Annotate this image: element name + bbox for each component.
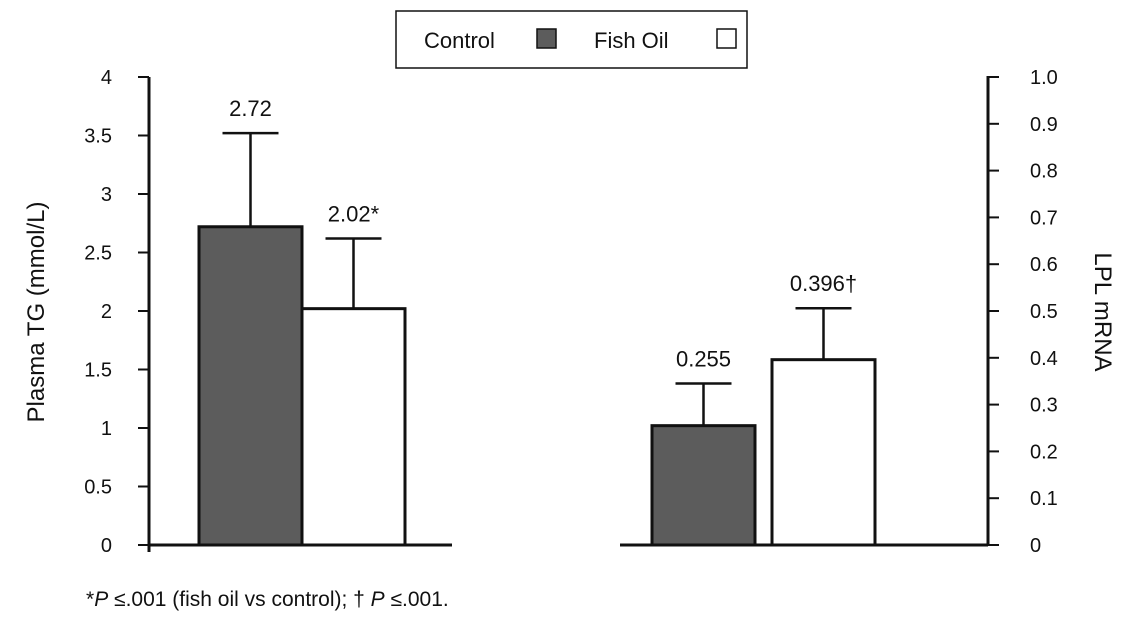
footnote-text1: ≤.001 (fish oil vs control); † xyxy=(108,588,371,611)
right-tick-label: 0.6 xyxy=(1030,254,1058,276)
left-axis-title: Plasma TG (mmol/L) xyxy=(23,202,50,423)
right-tick-label: 0.3 xyxy=(1030,395,1058,417)
footnote-star: * xyxy=(86,588,95,611)
left-tick-label: 1.5 xyxy=(84,360,112,382)
legend: Control Fish Oil xyxy=(395,10,748,69)
bar-tg-fish-oil xyxy=(300,307,407,547)
value-label-tg-fish-oil: 2.02* xyxy=(328,201,380,226)
value-label-lpl-control: 0.255 xyxy=(676,347,731,372)
value-label-lpl-fish-oil: 0.396† xyxy=(790,271,857,296)
footnote: *P ≤.001 (fish oil vs control); † P ≤.00… xyxy=(86,588,449,612)
legend-swatch-fish-oil xyxy=(716,28,737,49)
left-tick-label: 2.5 xyxy=(84,243,112,265)
legend-box xyxy=(395,10,748,69)
chart: Control Fish Oil Plasma TG (mmol/L) LPL … xyxy=(23,10,1116,557)
bar-tg-control xyxy=(197,225,304,547)
right-tick-label: 0.7 xyxy=(1030,207,1058,229)
right-tick-label: 0.5 xyxy=(1030,301,1058,323)
footnote-p2: P xyxy=(370,588,385,611)
bar-lpl-control xyxy=(650,424,757,547)
right-tick-label: 0 xyxy=(1030,535,1041,557)
footnote-p1: P xyxy=(94,588,109,611)
legend-label-control: Control xyxy=(424,28,495,53)
left-tick-label: 4 xyxy=(101,67,112,89)
right-tick-label: 0.2 xyxy=(1030,441,1058,463)
left-axis-ticks: 0 0.5 1 1.5 2 2.5 3 3.5 4 xyxy=(84,67,149,557)
left-tick-label: 0 xyxy=(101,535,112,557)
left-tick-label: 1 xyxy=(101,418,112,440)
right-tick-label: 0.1 xyxy=(1030,488,1058,510)
legend-swatch-control xyxy=(536,28,557,49)
right-tick-label: 0.8 xyxy=(1030,161,1058,183)
bars: 2.72 2.02* 0.255 0.396† xyxy=(197,96,877,547)
left-tick-label: 3 xyxy=(101,184,112,206)
right-tick-label: 0.4 xyxy=(1030,348,1058,370)
bar-lpl-fish-oil xyxy=(770,358,877,547)
left-tick-label: 3.5 xyxy=(84,126,112,148)
legend-label-fish-oil: Fish Oil xyxy=(594,28,669,53)
right-tick-label: 0.9 xyxy=(1030,114,1058,136)
right-axis-title: LPL mRNA xyxy=(1089,252,1116,371)
left-tick-label: 0.5 xyxy=(84,477,112,499)
right-tick-label: 1.0 xyxy=(1030,67,1058,89)
right-axis-ticks: 0 0.1 0.2 0.3 0.4 0.5 0.6 0.7 0.8 0.9 1.0 xyxy=(988,67,1058,557)
left-tick-label: 2 xyxy=(101,301,112,323)
value-label-tg-control: 2.72 xyxy=(229,96,272,121)
footnote-text2: ≤.001. xyxy=(384,588,449,611)
